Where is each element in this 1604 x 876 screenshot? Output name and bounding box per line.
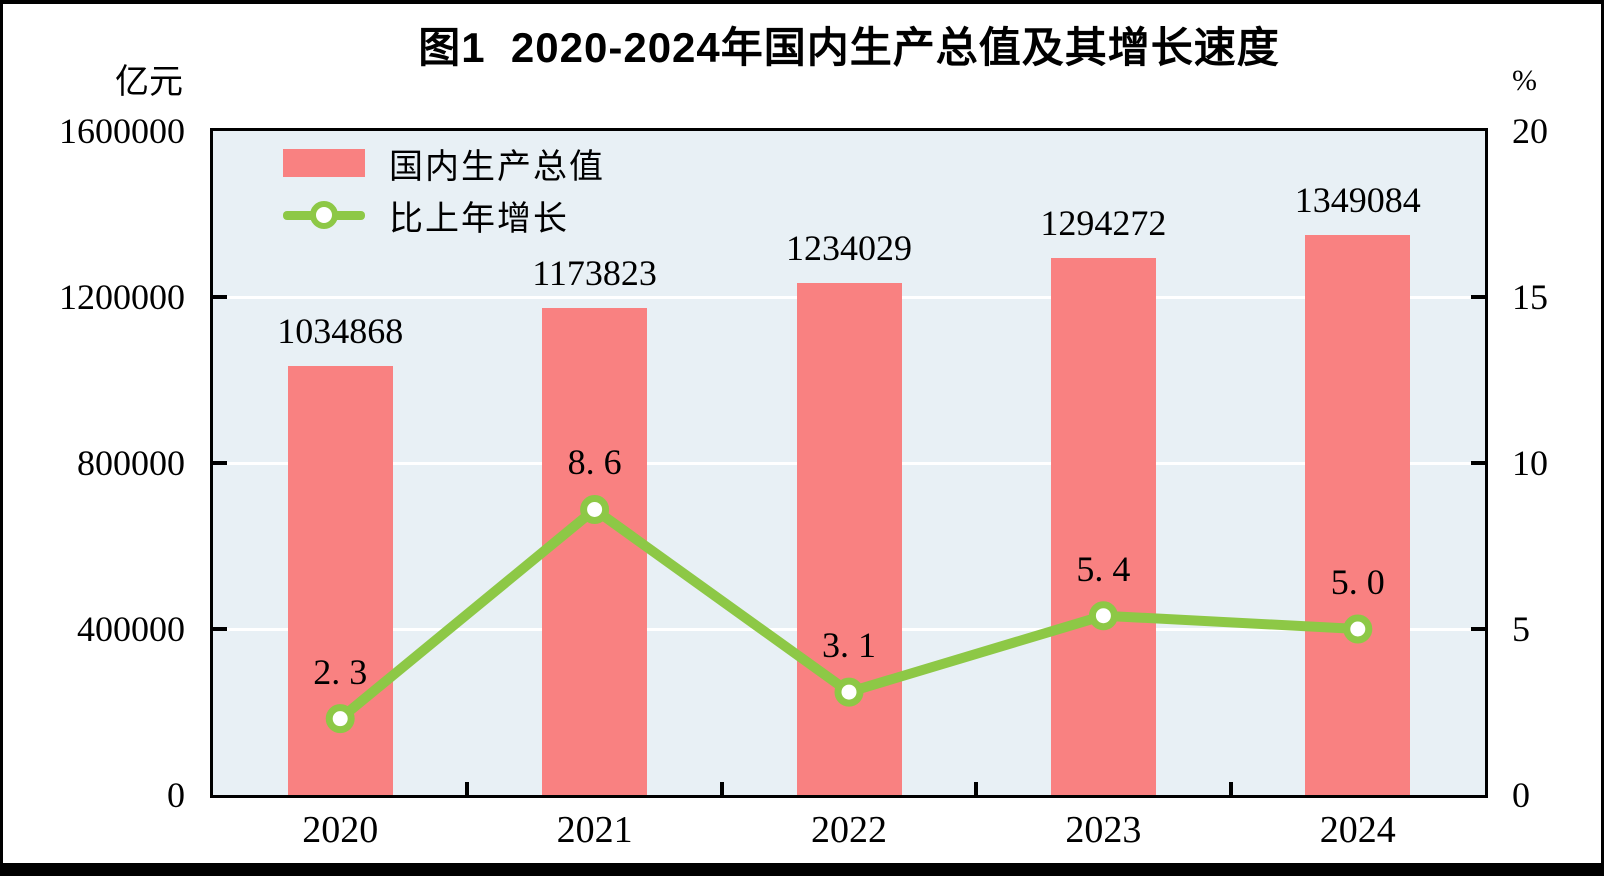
x-axis-category-label: 2022 bbox=[811, 809, 887, 851]
bar-value-label: 1349084 bbox=[1294, 180, 1421, 221]
line-value-label: 8. 6 bbox=[567, 442, 622, 483]
gdp-bar bbox=[1305, 235, 1411, 795]
growth-line-layer bbox=[325, 494, 1373, 734]
line-value-label: 5. 0 bbox=[1330, 562, 1385, 602]
y-axis-tick-label-right: 15 bbox=[1512, 277, 1548, 317]
bar-value-label: 1173823 bbox=[532, 252, 657, 293]
right-axis-tick bbox=[1471, 461, 1485, 465]
x-axis-tick bbox=[465, 782, 470, 795]
growth-line-marker bbox=[834, 677, 864, 707]
x-axis-tick bbox=[719, 782, 724, 795]
legend-label-gdp: 国内生产总值 bbox=[389, 148, 605, 186]
line-value-label: 5. 4 bbox=[1076, 548, 1131, 589]
growth-line-marker bbox=[1343, 614, 1373, 644]
y-axis-tick-label-right: 20 bbox=[1512, 111, 1548, 151]
left-axis-unit-label: 亿元 bbox=[115, 64, 183, 101]
y-axis-tick-label-left: 1600000 bbox=[59, 111, 185, 151]
y-axis-tick-label-left: 400000 bbox=[77, 609, 185, 649]
y-axis-tick-label-right: 0 bbox=[1512, 775, 1530, 815]
line-value-label: 3. 1 bbox=[822, 625, 876, 666]
growth-line-marker bbox=[1088, 601, 1118, 631]
y-axis-tick-label-left: 0 bbox=[167, 775, 185, 815]
gdp-bar bbox=[1050, 257, 1156, 795]
right-axis-tick bbox=[1471, 627, 1485, 631]
y-axis-tick-label-left: 800000 bbox=[77, 443, 185, 483]
growth-line-marker bbox=[580, 494, 610, 524]
y-axis-tick-label-right: 10 bbox=[1512, 443, 1548, 483]
plot-inner: 国内生产总值 比上年增长 1034868 1173823 1234029 129427… bbox=[213, 131, 1485, 795]
gdp-bar bbox=[796, 282, 902, 795]
chart-legend: 国内生产总值 比上年增长 bbox=[283, 137, 605, 241]
x-axis-tick bbox=[974, 782, 979, 795]
bar-value-label: 1234029 bbox=[786, 227, 912, 268]
bar-value-label: 1294272 bbox=[1040, 202, 1167, 243]
plot-area: 国内生产总值 比上年增长 1034868 1173823 1234029 129427… bbox=[210, 128, 1488, 798]
x-axis-tick bbox=[1228, 782, 1233, 795]
left-axis-tick bbox=[213, 295, 227, 299]
x-axis-category-label: 2023 bbox=[1065, 809, 1142, 851]
left-axis-tick bbox=[213, 627, 227, 631]
legend-label-growth: 比上年增长 bbox=[389, 200, 569, 238]
legend-item-growth: 比上年增长 bbox=[283, 189, 605, 241]
gdp-bar bbox=[542, 307, 648, 795]
right-axis-tick bbox=[1471, 295, 1485, 299]
x-axis-category-label: 2020 bbox=[302, 809, 379, 851]
x-axis-category-label: 2024 bbox=[1319, 809, 1396, 851]
x-axis-category-label: 2021 bbox=[556, 809, 633, 851]
y-axis-tick-label-left: 1200000 bbox=[59, 277, 185, 317]
chart-title: 图1 2020-2024年国内生产总值及其增长速度 bbox=[418, 24, 1280, 71]
growth-line-legend-marker bbox=[310, 201, 338, 229]
growth-line-legend-swatch bbox=[283, 201, 365, 229]
bar-value-label: 1034868 bbox=[277, 310, 404, 351]
line-value-label: 2. 3 bbox=[313, 651, 368, 692]
gdp-bar-legend-swatch bbox=[283, 149, 365, 177]
right-axis-unit-label: % bbox=[1512, 64, 1537, 97]
legend-item-gdp: 国内生产总值 bbox=[283, 137, 605, 189]
growth-line-marker bbox=[325, 704, 355, 734]
y-axis-tick-label-right: 5 bbox=[1512, 609, 1530, 649]
left-axis-tick bbox=[213, 461, 227, 465]
